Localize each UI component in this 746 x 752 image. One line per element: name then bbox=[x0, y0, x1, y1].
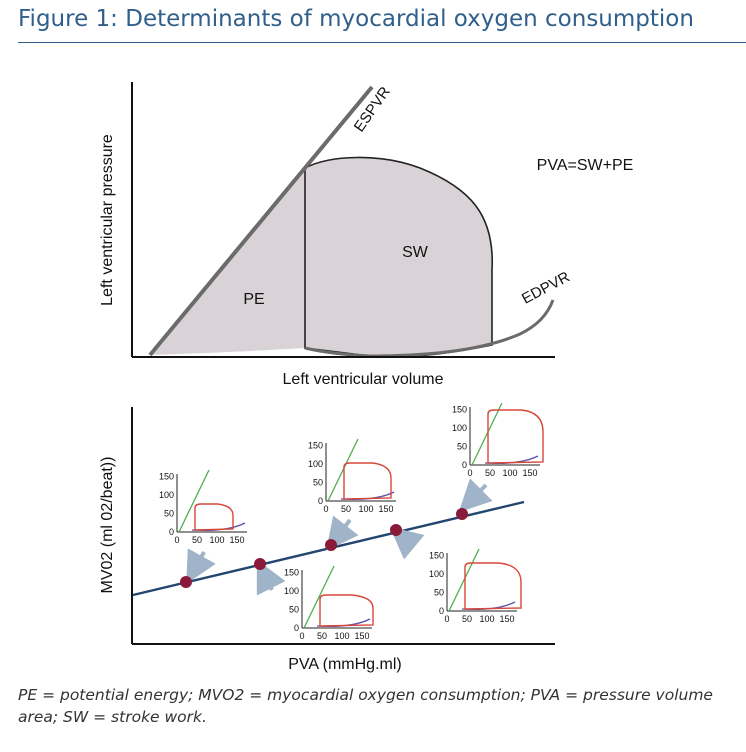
inset-x-tick-label: 100 bbox=[334, 631, 349, 641]
pointer-arrow bbox=[389, 526, 425, 560]
inset-loop bbox=[343, 462, 392, 500]
inset-x-tick-label: 0 bbox=[174, 535, 179, 545]
pva-equation: PVA=SW+PE bbox=[537, 157, 634, 174]
inset-x-tick-label: 100 bbox=[209, 535, 224, 545]
inset-y-tick-label: 0 bbox=[294, 623, 299, 633]
edpvr-label: EDPVR bbox=[519, 268, 573, 307]
pointer-arrow bbox=[186, 548, 216, 584]
inset-pv-loop: 150 100 50 00 50 100 150 bbox=[284, 565, 374, 641]
inset-y-tick-label: 150 bbox=[308, 441, 323, 451]
sw-label: SW bbox=[402, 244, 429, 261]
espvr-line bbox=[148, 85, 374, 357]
inset-espvr-line bbox=[327, 438, 359, 502]
inset-y-tick-label: 150 bbox=[284, 568, 299, 578]
inset-espvr-line bbox=[471, 402, 503, 466]
inset-y-tick-label: 150 bbox=[452, 405, 467, 415]
inset-x-tick-label: 0 bbox=[444, 614, 449, 624]
data-point bbox=[180, 576, 192, 588]
pointer-arrow bbox=[326, 515, 359, 551]
inset-loop bbox=[464, 562, 522, 610]
inset-y-tick-label: 100 bbox=[429, 569, 444, 579]
data-point-group bbox=[180, 508, 468, 588]
inset-x-tick-label: 50 bbox=[462, 614, 472, 624]
inset-x-tick-label: 0 bbox=[467, 468, 472, 478]
inset-x-tick-label: 0 bbox=[299, 631, 304, 641]
data-point bbox=[254, 558, 266, 570]
inset-y-tick-label: 50 bbox=[313, 478, 323, 488]
inset-y-tick-label: 100 bbox=[308, 459, 323, 469]
edpvr-curve bbox=[304, 299, 555, 358]
inset-y-tick-label: 100 bbox=[284, 586, 299, 596]
inset-x-tick-label: 150 bbox=[229, 535, 244, 545]
inset-pv-loop: 150 100 50 00 50 100 150 bbox=[429, 548, 522, 624]
inset-y-tick-label: 150 bbox=[429, 551, 444, 561]
pva-x-axis-label: PVA (mmHg.ml) bbox=[288, 656, 401, 673]
pv-y-axis-label: Left ventricular pressure bbox=[99, 134, 116, 306]
data-point bbox=[390, 524, 402, 536]
inset-x-tick-label: 0 bbox=[323, 504, 328, 514]
inset-x-tick-label: 100 bbox=[502, 468, 517, 478]
inset-pv-loop: 150 100 50 00 50 100 150 bbox=[452, 402, 544, 478]
inset-x-tick-label: 50 bbox=[192, 535, 202, 545]
inset-y-tick-label: 100 bbox=[452, 423, 467, 433]
inset-espvr-line bbox=[178, 469, 210, 533]
inset-y-tick-label: 0 bbox=[462, 460, 467, 470]
pointer-arrow bbox=[256, 559, 286, 596]
inset-loop bbox=[194, 503, 234, 531]
inset-y-tick-label: 100 bbox=[159, 490, 174, 500]
mvo2-y-axis-label: MV02 (ml 02/beat)) bbox=[99, 457, 116, 594]
inset-x-tick-label: 150 bbox=[378, 504, 393, 514]
inset-x-tick-label: 150 bbox=[354, 631, 369, 641]
inset-y-tick-label: 50 bbox=[164, 509, 174, 519]
title-divider bbox=[18, 42, 746, 43]
inset-x-tick-label: 150 bbox=[522, 468, 537, 478]
inset-x-tick-label: 50 bbox=[485, 468, 495, 478]
figure-title: Figure 1: Determinants of myocardial oxy… bbox=[18, 6, 694, 32]
inset-y-tick-label: 150 bbox=[159, 472, 174, 482]
inset-loop bbox=[319, 594, 374, 627]
inset-x-tick-label: 100 bbox=[358, 504, 373, 514]
inset-y-tick-label: 50 bbox=[289, 605, 299, 615]
inset-x-tick-label: 50 bbox=[317, 631, 327, 641]
inset-x-tick-label: 100 bbox=[479, 614, 494, 624]
arrow-group bbox=[186, 478, 493, 596]
inset-y-tick-label: 50 bbox=[434, 588, 444, 598]
data-point bbox=[325, 539, 337, 551]
inset-y-tick-label: 0 bbox=[169, 527, 174, 537]
inset-espvr-line bbox=[303, 565, 335, 629]
data-point bbox=[456, 508, 468, 520]
inset-y-tick-label: 0 bbox=[318, 496, 323, 506]
pv-loop-diagram: Left ventricular pressure Left ventricul… bbox=[99, 82, 633, 388]
mvo2-pva-diagram: MV02 (ml 02/beat)) PVA (mmHg.ml) 150 100 5… bbox=[99, 402, 555, 673]
inset-x-tick-label: 50 bbox=[341, 504, 351, 514]
inset-y-tick-label: 0 bbox=[439, 606, 444, 616]
inset-pv-loop: 150 100 50 00 50 100 150 bbox=[159, 469, 247, 545]
pv-x-axis-label: Left ventricular volume bbox=[283, 371, 444, 388]
pointer-arrow bbox=[458, 478, 493, 513]
inset-espvr-line bbox=[448, 548, 480, 612]
espvr-label: ESPVR bbox=[351, 84, 394, 136]
inset-loop bbox=[487, 409, 544, 464]
inset-pv-loop: 150 100 50 00 50 100 150 bbox=[308, 438, 396, 514]
figure-caption: PE = potential energy; MVO2 = myocardial… bbox=[18, 686, 713, 726]
inset-y-tick-label: 50 bbox=[457, 442, 467, 452]
pe-label: PE bbox=[243, 291, 264, 308]
inset-x-tick-label: 150 bbox=[499, 614, 514, 624]
sw-loop bbox=[304, 156, 493, 358]
